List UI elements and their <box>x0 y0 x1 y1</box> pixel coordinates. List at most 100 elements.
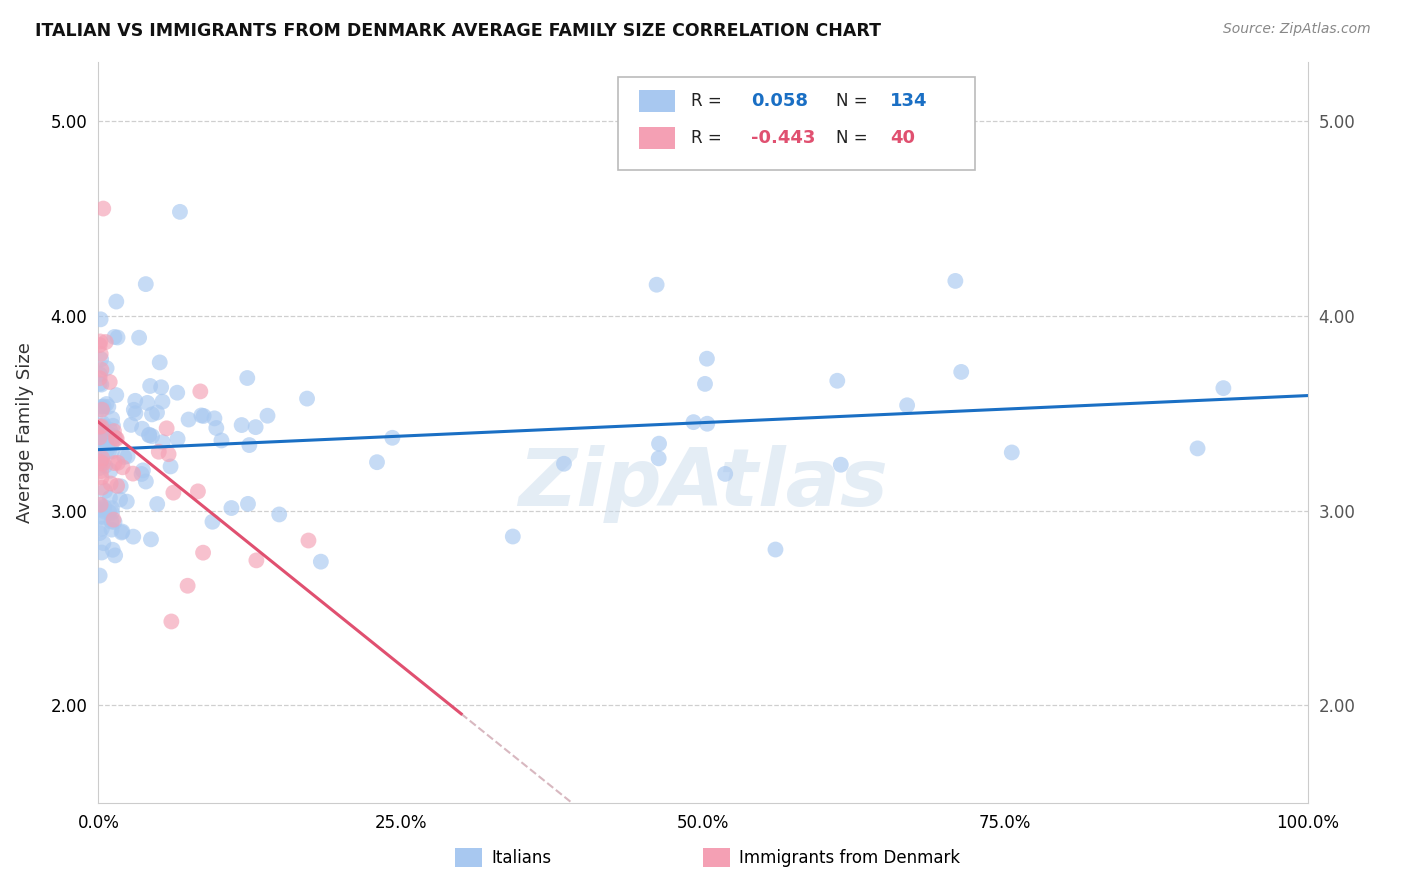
Point <box>150 380 173 394</box>
Point <box>162 485 184 500</box>
FancyBboxPatch shape <box>703 848 730 867</box>
Point <box>91 202 114 216</box>
FancyBboxPatch shape <box>638 127 675 149</box>
Point <box>166 385 188 400</box>
Point <box>256 409 278 423</box>
Point <box>381 431 404 445</box>
Point <box>139 379 162 393</box>
Point <box>98 426 121 441</box>
Point <box>100 515 122 529</box>
Point <box>89 448 111 462</box>
Point <box>135 277 157 292</box>
Point <box>93 434 115 449</box>
Point <box>90 464 112 478</box>
Point <box>90 453 112 467</box>
Point <box>94 483 117 498</box>
Point <box>231 418 253 433</box>
Point <box>104 431 127 445</box>
Point <box>269 508 291 522</box>
Point <box>96 361 118 376</box>
Point <box>90 481 112 495</box>
Point <box>90 498 112 512</box>
Point <box>93 500 115 514</box>
Point <box>236 371 259 385</box>
Point <box>94 458 117 473</box>
Point <box>146 406 169 420</box>
Point <box>136 396 159 410</box>
Point <box>89 526 111 541</box>
Point <box>245 553 267 567</box>
Point <box>100 437 122 451</box>
Point <box>89 419 111 434</box>
Point <box>295 392 318 406</box>
Text: 40: 40 <box>890 129 915 147</box>
Point <box>1001 445 1024 459</box>
Point <box>138 427 160 442</box>
Point <box>89 376 111 391</box>
Point <box>120 417 142 432</box>
Point <box>176 579 198 593</box>
Point <box>765 542 787 557</box>
Point <box>90 400 112 414</box>
Point <box>950 365 973 379</box>
Point <box>124 393 146 408</box>
Point <box>645 277 668 292</box>
Text: -0.443: -0.443 <box>751 129 815 147</box>
Point <box>90 401 112 416</box>
Point <box>97 400 120 414</box>
Point <box>156 421 179 435</box>
Point <box>104 549 127 563</box>
Point <box>366 455 388 469</box>
Point <box>309 555 332 569</box>
Text: R =: R = <box>690 92 721 110</box>
Point <box>135 475 157 489</box>
Point <box>132 463 155 477</box>
FancyBboxPatch shape <box>619 78 976 169</box>
Point <box>105 388 128 402</box>
Point <box>89 455 111 469</box>
Point <box>105 432 128 446</box>
Point <box>169 205 191 219</box>
Point <box>193 409 215 423</box>
Text: Immigrants from Denmark: Immigrants from Denmark <box>740 848 960 867</box>
Point <box>89 338 111 352</box>
Point <box>696 351 718 366</box>
Point <box>131 422 153 436</box>
Point <box>89 430 111 444</box>
Point <box>122 467 145 481</box>
Text: 134: 134 <box>890 92 928 110</box>
Point <box>827 374 849 388</box>
Point <box>103 513 125 527</box>
Point <box>502 529 524 543</box>
Point <box>122 530 145 544</box>
Point <box>111 524 134 539</box>
Point <box>98 491 121 505</box>
Point <box>122 402 145 417</box>
Point <box>108 492 131 507</box>
Point <box>93 536 115 550</box>
Text: N =: N = <box>837 129 868 147</box>
Point <box>90 545 112 559</box>
Point <box>112 450 135 464</box>
Point <box>152 435 174 450</box>
Point <box>91 416 114 430</box>
Point <box>103 430 125 444</box>
Point <box>90 377 112 392</box>
Point <box>115 494 138 508</box>
Point <box>91 457 114 471</box>
Point <box>89 419 111 434</box>
Point <box>90 312 112 326</box>
Point <box>107 456 129 470</box>
Point <box>96 442 118 457</box>
Text: 0.058: 0.058 <box>751 92 808 110</box>
Point <box>100 476 122 491</box>
Point <box>648 436 671 450</box>
Text: Source: ZipAtlas.com: Source: ZipAtlas.com <box>1223 22 1371 37</box>
Point <box>110 525 132 540</box>
Point <box>188 384 211 399</box>
Point <box>93 510 115 524</box>
Point <box>101 411 124 425</box>
Point <box>90 470 112 484</box>
Point <box>553 457 575 471</box>
Point <box>245 420 267 434</box>
